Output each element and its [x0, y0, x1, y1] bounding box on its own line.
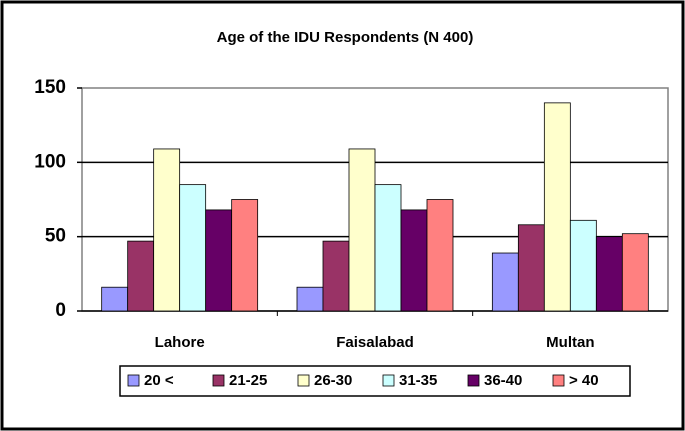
bar [595, 236, 623, 312]
bar [543, 102, 571, 312]
legend-label: > 40 [569, 372, 599, 389]
bar [426, 199, 454, 312]
bar [127, 240, 155, 312]
legend-swatch [382, 374, 395, 387]
legend-label: 26-30 [314, 372, 352, 389]
x-tick-label: Multan [546, 334, 594, 351]
legend-label: 21-25 [229, 372, 267, 389]
legend-swatch [552, 374, 565, 387]
legend-swatch [212, 374, 225, 387]
legend-box [119, 365, 631, 397]
y-tick-label: 50 [45, 226, 66, 247]
legend-label: 36-40 [484, 372, 522, 389]
bar [179, 184, 207, 312]
legend-swatch [467, 374, 480, 387]
legend-swatch [127, 374, 140, 387]
bar [205, 209, 233, 312]
y-tick-label: 0 [55, 300, 66, 321]
legend-label: 31-35 [399, 372, 437, 389]
y-tick-label: 150 [34, 77, 66, 98]
bar [153, 148, 181, 312]
chart-title: Age of the IDU Respondents (N 400) [217, 29, 474, 46]
bar [517, 224, 545, 312]
bar [101, 286, 129, 312]
legend-label: 20 < [144, 372, 174, 389]
bar [374, 184, 402, 312]
bar [296, 286, 324, 312]
bar [400, 209, 428, 312]
bar [322, 240, 350, 312]
y-tick-label: 100 [34, 151, 66, 172]
bar [569, 219, 597, 312]
legend-swatch [297, 374, 310, 387]
bar [348, 148, 376, 312]
x-tick-label: Faisalabad [336, 334, 414, 351]
bar [491, 252, 519, 312]
x-tick-label: Lahore [155, 334, 205, 351]
bar [621, 233, 649, 312]
bar [231, 199, 259, 312]
